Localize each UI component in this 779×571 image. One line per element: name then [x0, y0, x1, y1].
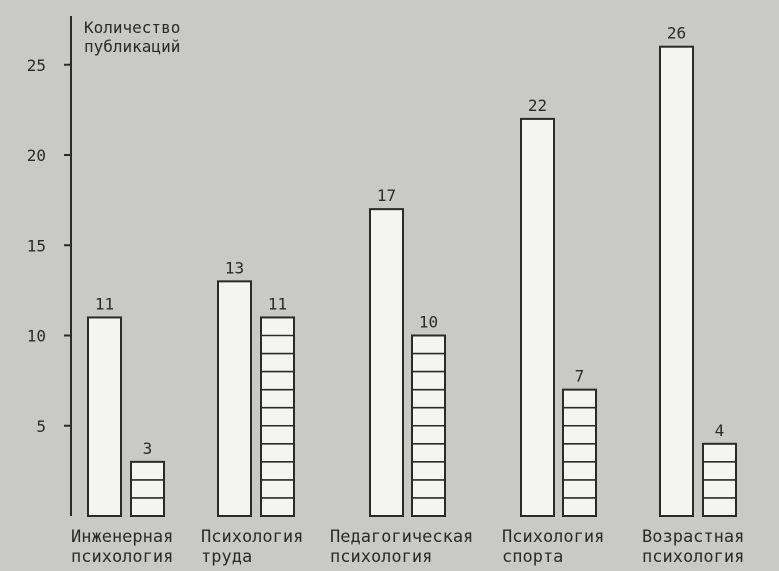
category-labels: ИнженернаяпсихологияПсихологиятрудаПедаг…	[71, 527, 744, 567]
category-label: психология	[642, 547, 744, 567]
y-tick-label: 25	[27, 56, 46, 75]
bar-value-label: 7	[575, 367, 585, 386]
category-label: Инженерная	[71, 527, 173, 547]
bar-outline	[87, 316, 122, 518]
bar-value-label: 22	[528, 96, 547, 115]
bar-value-label: 17	[377, 186, 396, 205]
bar-value-label: 4	[715, 421, 725, 440]
category-label: Возрастная	[642, 527, 744, 547]
bar-hatched	[562, 388, 597, 517]
category-label: Педагогическая	[330, 527, 473, 547]
bar-outline	[520, 117, 555, 518]
bar-value-label: 11	[95, 294, 114, 313]
category-label: труда	[201, 547, 252, 567]
bar-hatched	[130, 460, 165, 518]
y-axis-label: Количество	[84, 18, 180, 37]
y-tick-label: 10	[27, 327, 46, 346]
bar-value-label: 11	[268, 294, 287, 313]
bar-hatched	[260, 316, 295, 518]
bar-value-label: 10	[419, 313, 438, 332]
bar-outline	[217, 280, 252, 517]
bar-outline	[659, 45, 694, 517]
category-label: психология	[71, 547, 173, 567]
y-tick-label: 15	[27, 236, 46, 255]
category-label: Психология	[502, 527, 604, 547]
bar-value-label: 13	[225, 258, 244, 277]
bars: 11 13 17 22 26 3 11 10 7 4	[87, 24, 737, 518]
y-tick-label: 20	[27, 146, 46, 165]
category-label: спорта	[502, 547, 563, 567]
category-label: психология	[330, 547, 432, 567]
bar-value-label: 26	[667, 24, 686, 43]
y-ticks: 5 10 15 20 25	[27, 56, 71, 436]
bar-value-label: 3	[143, 439, 153, 458]
bar-outline	[369, 208, 404, 517]
y-tick-label: 5	[36, 417, 46, 436]
y-axis-label: публикаций	[84, 37, 180, 56]
category-label: Психология	[201, 527, 303, 547]
